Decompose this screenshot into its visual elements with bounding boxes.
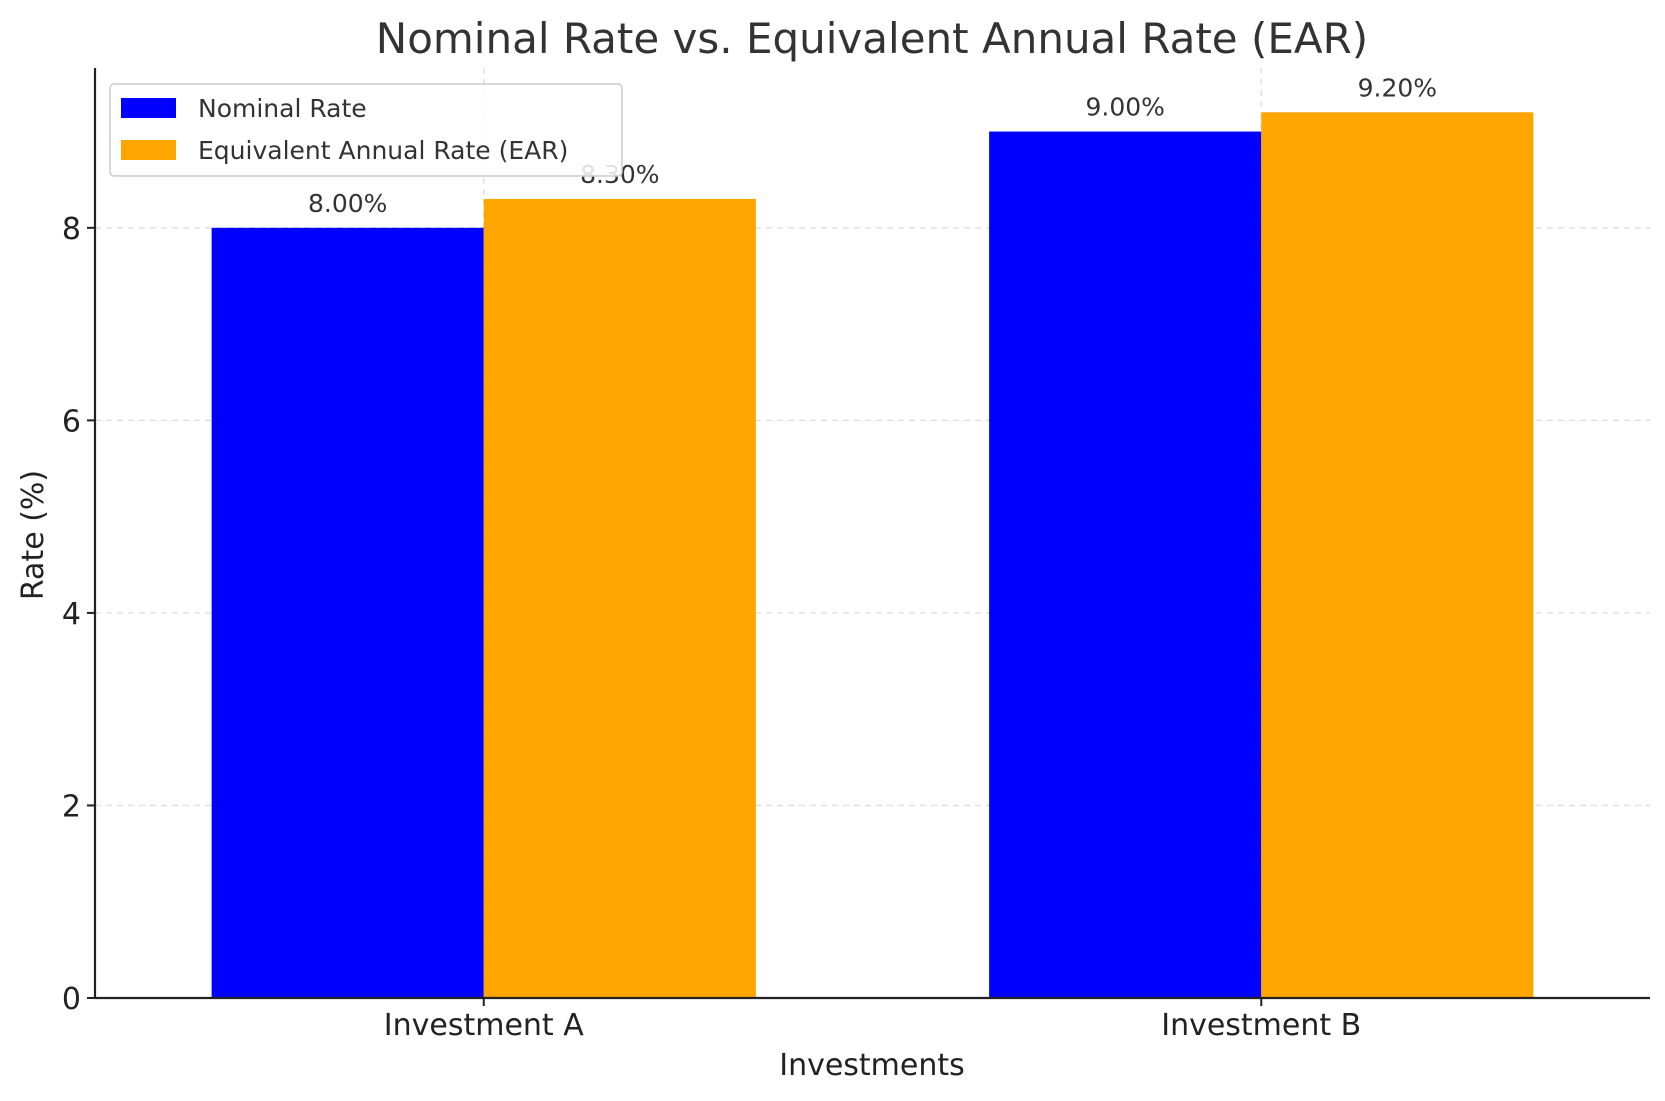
bar [989,131,1262,998]
x-tick-label: Investment B [1161,1008,1361,1043]
x-tick-label: Investment A [384,1008,584,1043]
bar-value-label: 9.00% [1085,93,1164,122]
bars [211,112,1534,999]
y-tick-label: 2 [62,789,81,824]
legend-label-ear: Equivalent Annual Rate (EAR) [198,136,568,165]
y-ticks: 0 2 4 6 8 [62,212,95,1017]
bar [211,227,484,998]
y-tick-label: 4 [62,597,81,632]
legend-frame [109,83,623,177]
axes [93,68,1650,1000]
legend: Nominal Rate Equivalent Annual Rate (EAR… [109,83,623,177]
y-tick-label: 6 [62,404,81,439]
bar [483,198,756,999]
y-tick-label: 8 [62,212,81,247]
x-ticks: Investment A Investment B [384,998,1361,1043]
bar-value-label: 9.20% [1358,73,1437,102]
y-tick-label: 0 [62,982,81,1017]
bar [1261,112,1534,999]
chart-title: Nominal Rate vs. Equivalent Annual Rate … [376,14,1368,63]
legend-swatch-nominal-rate [121,98,176,118]
x-axis-label: Investments [779,1048,965,1083]
y-axis-label: Rate (%) [16,470,51,600]
legend-swatch-ear [121,140,176,160]
bar-labels: 8.00%9.00%8.30%9.20% [308,73,1437,218]
legend-label-nominal-rate: Nominal Rate [198,94,367,123]
bar-value-label: 8.00% [308,189,387,218]
